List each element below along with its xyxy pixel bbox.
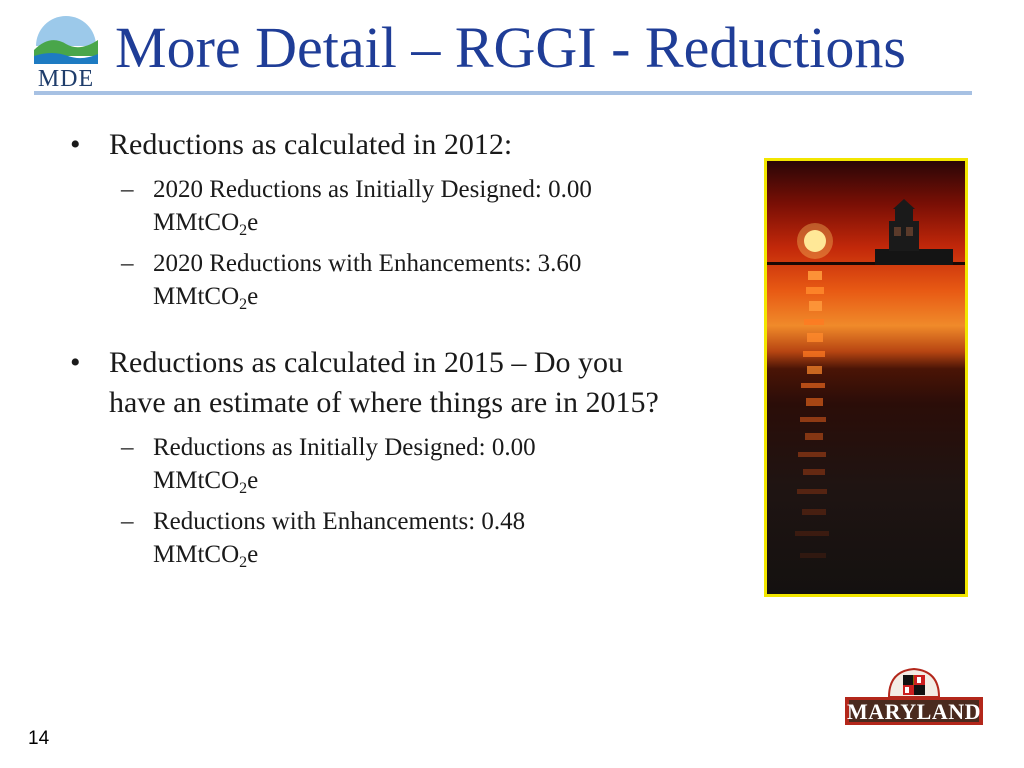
bullet-item: • Reductions as calculated in 2015 – Do … xyxy=(66,343,666,423)
bullet-text: Reductions as calculated in 2012: xyxy=(109,128,513,161)
unit-prefix: MMtCO xyxy=(153,467,240,494)
maryland-logo: MARYLAND xyxy=(843,665,985,727)
unit-prefix: MMtCO xyxy=(153,541,240,568)
bullet-item: • Reductions as calculated in 2012: xyxy=(66,125,666,165)
unit-prefix: MMtCO xyxy=(153,209,240,236)
unit-suffix: e xyxy=(247,209,259,236)
sub-bullet-item: – Reductions as Initially Designed: 0.00… xyxy=(66,431,666,497)
unit-suffix: e xyxy=(247,541,259,568)
unit-suffix: e xyxy=(247,467,259,494)
unit-subscript: 2 xyxy=(239,554,248,571)
sub-bullet-item: – Reductions with Enhancements: 0.48 MMt… xyxy=(66,505,666,571)
bullet-text: Reductions as calculated in 2015 – Do yo… xyxy=(109,346,659,419)
bullet-list: • Reductions as calculated in 2012: – 20… xyxy=(66,125,666,571)
sub-bullet-text: 2020 Reductions with Enhancements: 3.60 xyxy=(153,250,582,277)
mde-logo-icon xyxy=(34,16,98,64)
sunset-lighthouse-photo xyxy=(764,158,968,597)
sub-bullet-dash: – xyxy=(121,250,134,277)
bullet-dot: • xyxy=(70,346,81,379)
maryland-seal-icon xyxy=(845,667,983,725)
sub-bullet-item: – 2020 Reductions with Enhancements: 3.6… xyxy=(66,247,666,313)
mde-logo-text: MDE xyxy=(37,66,95,92)
unit-suffix: e xyxy=(247,283,259,310)
sub-bullet-text: Reductions as Initially Designed: 0.00 xyxy=(153,434,536,461)
mde-logo: MDE xyxy=(32,16,100,94)
unit-subscript: 2 xyxy=(239,222,248,239)
sunset-lighthouse-image xyxy=(767,199,965,558)
title-divider xyxy=(34,91,972,95)
maryland-logo-text: MARYLAND xyxy=(847,699,981,724)
slide-title: More Detail – RGGI - Reductions xyxy=(115,15,906,80)
page-number: 14 xyxy=(28,728,50,749)
unit-subscript: 2 xyxy=(239,296,248,313)
sub-bullet-text: Reductions with Enhancements: 0.48 xyxy=(153,508,526,535)
unit-prefix: MMtCO xyxy=(153,283,240,310)
unit-subscript: 2 xyxy=(239,480,248,497)
sub-bullet-dash: – xyxy=(121,434,134,461)
sub-bullet-dash: – xyxy=(121,176,134,203)
sub-bullet-text: 2020 Reductions as Initially Designed: 0… xyxy=(153,176,592,203)
sub-bullet-dash: – xyxy=(121,508,134,535)
bullet-dot: • xyxy=(70,128,81,161)
sub-bullet-item: – 2020 Reductions as Initially Designed:… xyxy=(66,173,666,239)
